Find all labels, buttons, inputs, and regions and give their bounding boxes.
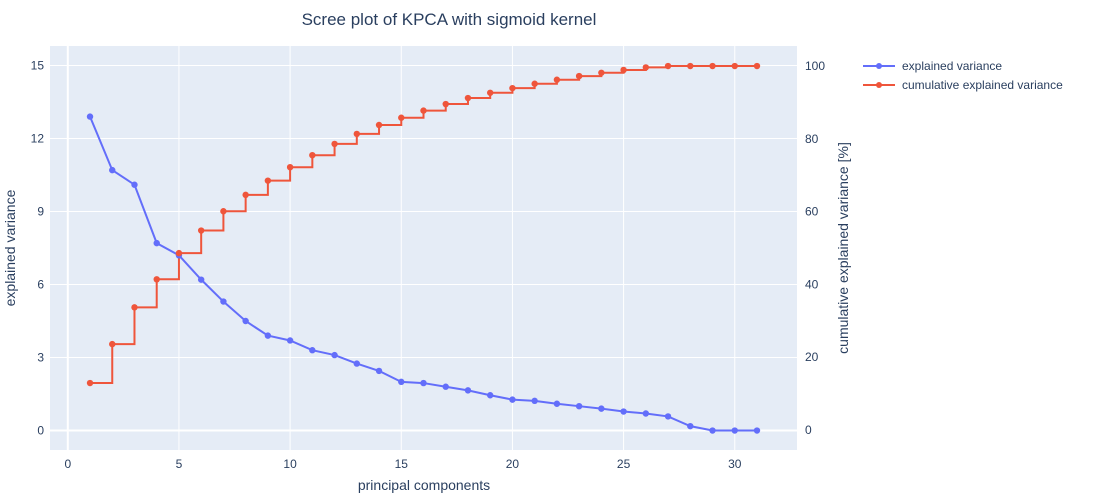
data-point: [709, 427, 716, 434]
legend-item-cumulative-explained-variance[interactable]: cumulative explained variance: [862, 75, 1063, 94]
y-tick-label: 9: [37, 204, 44, 218]
x-tick-label: 10: [283, 457, 297, 471]
data-point: [153, 239, 160, 247]
y2-axis-title: cumulative explained variance [%]: [835, 142, 851, 354]
y2-tick-labels: 0 20 40 60 80 100: [805, 59, 825, 437]
data-point: [464, 387, 472, 394]
data-point: [531, 80, 538, 87]
x-gridlines: [66, 46, 736, 450]
x-tick-label: 25: [617, 457, 631, 471]
data-point: [509, 396, 516, 403]
y-tick-label: 15: [31, 58, 45, 72]
data-point: [420, 107, 427, 114]
data-point: [664, 62, 672, 70]
data-point: [598, 405, 605, 412]
y-tick-label: 12: [31, 131, 45, 145]
chart-title: Scree plot of KPCA with sigmoid kernel: [302, 10, 597, 29]
y2-tick-label: 0: [805, 423, 812, 437]
data-point: [242, 191, 249, 199]
data-point: [398, 378, 405, 386]
plot-area-background: [50, 46, 797, 450]
y2-tick-label: 40: [805, 277, 819, 291]
x-tick-labels: 0 5 10 15 20 25 30: [64, 457, 741, 471]
data-point: [220, 298, 227, 305]
data-point: [197, 276, 205, 283]
legend-swatch-red: [863, 81, 895, 88]
data-point: [309, 347, 316, 354]
y2-tick-label: 20: [805, 350, 819, 364]
data-point: [753, 62, 761, 70]
data-point: [331, 140, 338, 148]
data-point: [620, 66, 627, 74]
data-point: [175, 249, 183, 257]
data-point: [264, 332, 272, 339]
data-point: [109, 166, 116, 174]
x-tick-label: 15: [395, 457, 409, 471]
data-point: [286, 164, 294, 171]
data-point: [331, 351, 338, 359]
data-point: [131, 181, 138, 188]
data-point: [375, 367, 383, 375]
y-tick-label: 6: [37, 278, 44, 292]
x-tick-label: 0: [64, 457, 71, 471]
data-point: [664, 413, 672, 420]
data-point: [687, 62, 694, 70]
data-point: [442, 383, 449, 390]
legend-item-explained-variance[interactable]: explained variance: [862, 56, 1063, 75]
legend-swatch-blue: [863, 62, 895, 69]
data-point: [109, 340, 116, 348]
data-point: [642, 410, 650, 417]
data-point: [553, 400, 561, 407]
legend: explained variance cumulative explained …: [862, 56, 1063, 94]
data-point: [353, 360, 361, 367]
data-point: [420, 379, 427, 387]
data-point: [220, 208, 227, 215]
y-tick-label: 0: [37, 424, 44, 438]
data-point: [731, 427, 738, 434]
data-point: [709, 62, 716, 70]
data-point: [464, 94, 472, 102]
data-point: [575, 402, 583, 410]
y-tick-label: 3: [37, 351, 44, 365]
data-point: [687, 422, 694, 430]
data-point: [642, 64, 650, 71]
data-point: [86, 113, 94, 120]
data-point: [486, 89, 494, 96]
x-tick-label: 30: [728, 457, 742, 471]
data-point: [153, 276, 160, 283]
data-point: [398, 114, 405, 121]
data-point: [264, 177, 272, 184]
data-point: [486, 392, 494, 399]
data-point: [86, 379, 94, 387]
y2-tick-label: 100: [805, 59, 825, 73]
y-tick-labels: 0 3 6 9 12 15: [31, 58, 45, 437]
legend-label: explained variance: [902, 58, 1003, 73]
data-point: [242, 317, 249, 325]
data-point: [197, 227, 205, 234]
data-point: [620, 408, 627, 415]
data-point: [531, 397, 538, 405]
data-point: [598, 69, 605, 76]
y-gridlines: [50, 64, 797, 432]
y2-tick-label: 80: [805, 132, 819, 146]
data-point: [442, 100, 449, 108]
data-point: [575, 72, 583, 80]
y-axis-title: explained variance: [2, 189, 18, 306]
data-point: [309, 151, 316, 159]
data-point: [731, 62, 738, 70]
legend-label: cumulative explained variance: [902, 77, 1063, 92]
data-point: [131, 304, 138, 311]
data-point: [353, 130, 361, 138]
data-point: [509, 84, 516, 92]
x-axis-title: principal components: [358, 477, 490, 493]
data-point: [753, 427, 761, 434]
data-point: [375, 121, 383, 129]
data-point: [286, 337, 294, 344]
x-tick-label: 5: [176, 457, 183, 471]
data-point: [553, 76, 561, 83]
series-markers: [86, 62, 761, 434]
y2-tick-label: 60: [805, 205, 819, 219]
x-tick-label: 20: [506, 457, 520, 471]
